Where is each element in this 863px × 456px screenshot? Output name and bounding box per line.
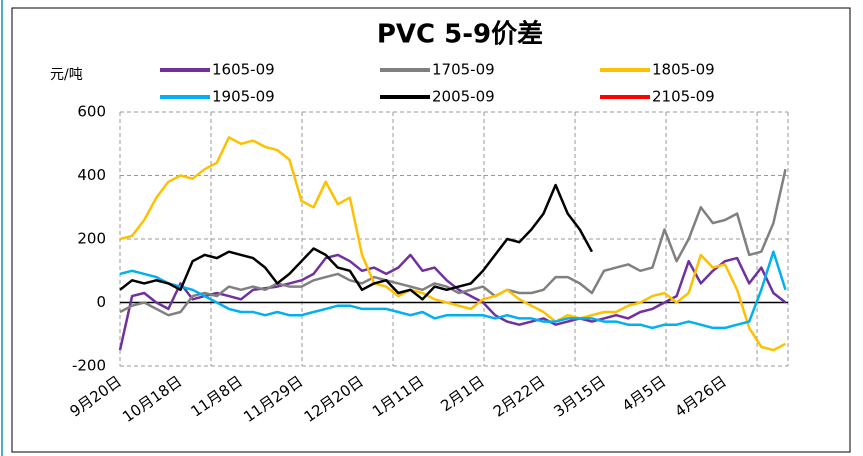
y-tick-label: -200 xyxy=(72,357,106,375)
legend-label: 1605-09 xyxy=(212,61,275,79)
chart-title: PVC 5-9价差 xyxy=(377,19,543,50)
legend-label: 1705-09 xyxy=(432,61,495,79)
series-line xyxy=(119,250,787,330)
series-line xyxy=(119,168,787,317)
series-line xyxy=(118,253,787,351)
y-tick-label: 0 xyxy=(96,293,106,311)
y-tick-label: 600 xyxy=(77,103,106,121)
y-axis-label: 元/吨 xyxy=(50,67,83,83)
legend-label: 1905-09 xyxy=(212,88,275,106)
legend-label: 2105-09 xyxy=(652,88,715,106)
series-line xyxy=(119,183,593,301)
series-line xyxy=(119,136,787,352)
y-tick-label: 200 xyxy=(77,230,106,248)
legend-label: 1805-09 xyxy=(652,61,715,79)
legend-label: 2005-09 xyxy=(432,88,495,106)
frame xyxy=(11,7,851,453)
y-tick-label: 400 xyxy=(77,166,106,184)
